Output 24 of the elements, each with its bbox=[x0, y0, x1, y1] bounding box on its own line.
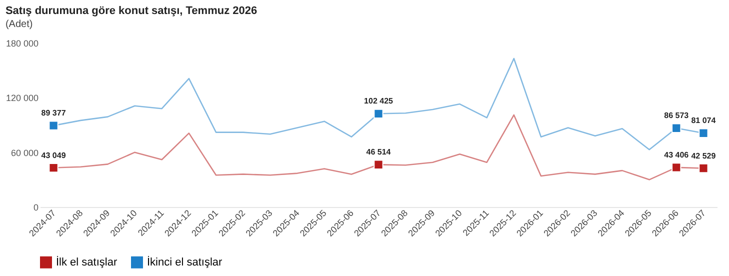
point bbox=[672, 162, 682, 172]
point bbox=[48, 162, 58, 173]
point bbox=[698, 163, 708, 174]
y-tick-label: 120 000 bbox=[6, 93, 38, 104]
y-tick-label: 60 000 bbox=[10, 148, 38, 158]
y-tick-label: 0 bbox=[33, 202, 38, 212]
point bbox=[672, 123, 682, 133]
data-label: 42 529 bbox=[691, 151, 716, 160]
point bbox=[48, 120, 58, 130]
data-label: 46 514 bbox=[366, 148, 392, 157]
point bbox=[374, 108, 384, 119]
data-label: 89 377 bbox=[41, 108, 66, 118]
data-label: 81 074 bbox=[691, 116, 716, 126]
y-tick-label: 180 000 bbox=[6, 38, 38, 48]
point bbox=[698, 128, 708, 138]
point bbox=[374, 160, 384, 170]
chart-title: Satış durumuna göre konut satışı, Temmuz 2026 bbox=[5, 5, 258, 17]
data-label: 43 049 bbox=[41, 150, 66, 160]
data-label: 43 406 bbox=[664, 150, 690, 160]
chart-subtitle: (Adet) bbox=[5, 19, 33, 30]
legend-label: İlk el satışlar bbox=[56, 255, 118, 268]
data-label: 102 425 bbox=[364, 96, 394, 106]
data-label: 86 573 bbox=[664, 111, 690, 120]
legend-label: İkinci el satışlar bbox=[147, 255, 223, 268]
